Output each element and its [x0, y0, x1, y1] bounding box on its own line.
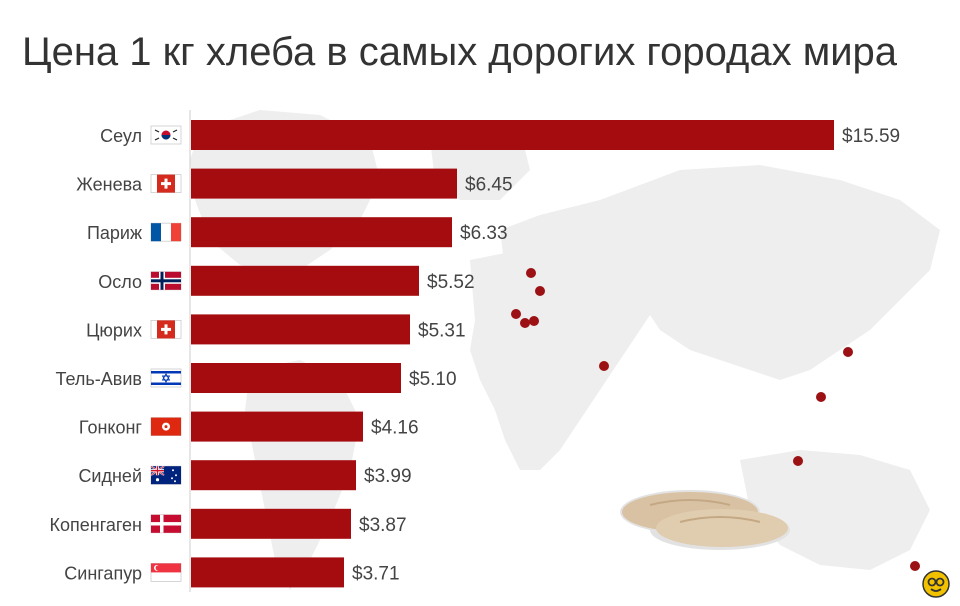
bar-10 [191, 557, 344, 588]
denmark-flag-icon [150, 514, 182, 534]
bar-8 [191, 460, 356, 491]
bar-5 [191, 314, 410, 345]
israel-flag-icon [150, 368, 182, 388]
bar-value-label: $4.16 [371, 418, 419, 439]
bar-value-label: $3.99 [364, 466, 412, 487]
singapore-flag-icon [150, 563, 182, 582]
bar-value-label: $5.31 [418, 320, 466, 341]
category-label: Сидней [78, 466, 142, 486]
bar-value-label: $3.87 [359, 515, 407, 536]
site-logo-badge-icon [922, 570, 950, 598]
category-label: Гонконг [79, 418, 143, 438]
bar-value-label: $6.45 [465, 175, 513, 196]
bar-6 [191, 363, 401, 393]
south-korea-flag-icon [150, 125, 182, 145]
bar-3 [191, 217, 452, 248]
chart-title: Цена 1 кг хлеба в самых дорогих городах … [22, 30, 898, 74]
switzerland-flag-icon [150, 319, 182, 339]
bar-4 [191, 265, 419, 296]
category-label: Цюрих [86, 320, 142, 340]
bar-1 [191, 120, 834, 150]
bar-value-label: $6.33 [460, 223, 508, 244]
hong-kong-flag-icon [150, 417, 182, 437]
australia-flag-icon [150, 465, 182, 485]
bar-2 [191, 168, 457, 199]
category-label: Тель-Авив [56, 369, 142, 389]
bar-9 [191, 508, 351, 539]
france-flag-icon [150, 222, 182, 242]
bar-value-label: $5.10 [409, 369, 457, 390]
bar-7 [191, 411, 363, 442]
category-label: Копенгаген [50, 515, 143, 535]
category-label: Осло [98, 272, 142, 292]
category-label: Женева [76, 175, 143, 195]
bar-value-label: $15.59 [842, 126, 900, 147]
norway-flag-icon [150, 271, 182, 291]
bar-value-label: $3.71 [352, 563, 400, 584]
bar-value-label: $5.52 [427, 272, 475, 293]
bread-loaves-icon [622, 492, 788, 547]
switzerland-flag-icon [150, 174, 182, 194]
category-label: Сингапур [64, 563, 142, 583]
category-label: Париж [87, 223, 142, 243]
city-markers [511, 268, 920, 571]
category-label: Сеул [100, 126, 142, 146]
